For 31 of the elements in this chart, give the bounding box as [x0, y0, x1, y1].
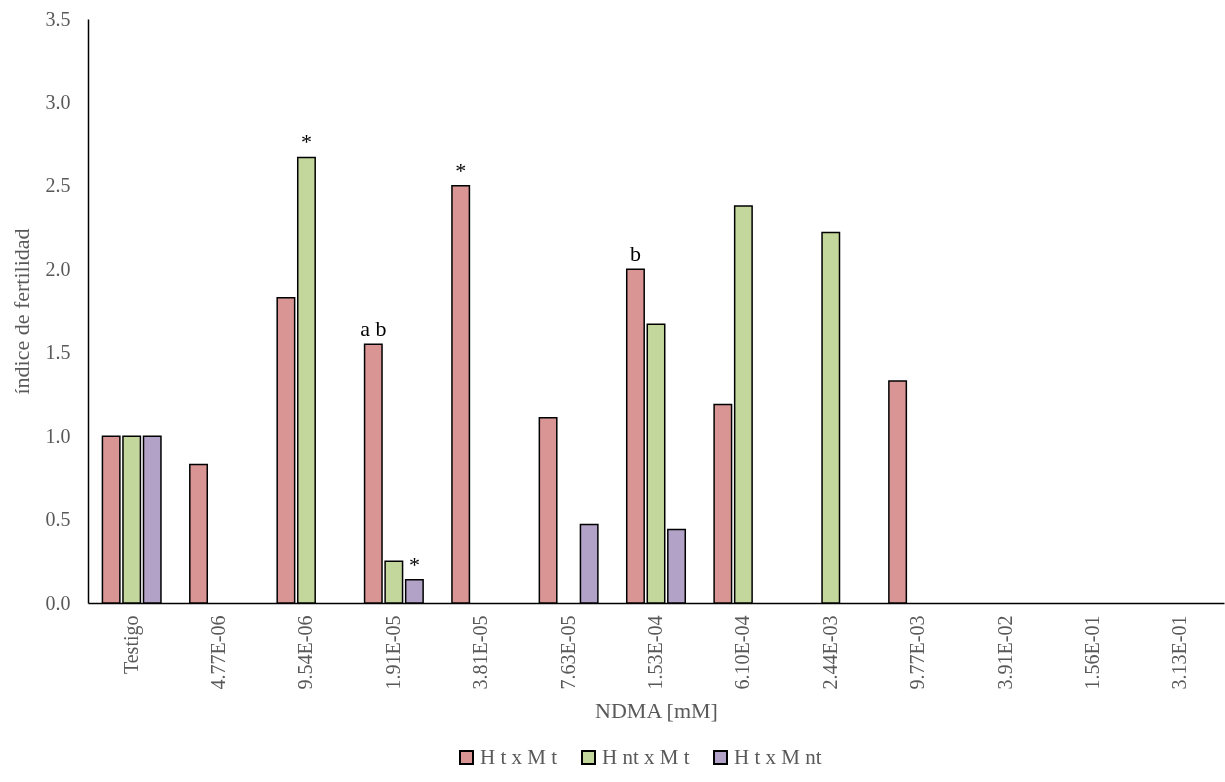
legend-label: H nt x M t — [602, 744, 690, 769]
x-tick-label: 3.13E-01 — [1168, 615, 1191, 690]
x-tick-label: 9.54E-06 — [294, 615, 317, 690]
x-tick-label: 7.63E-05 — [556, 615, 579, 690]
legend-label: H t x M t — [480, 744, 558, 769]
x-tick-label: 3.81E-05 — [469, 615, 492, 690]
x-tick-label: 2.44E-03 — [818, 615, 841, 690]
y-tick-label: 3.5 — [45, 7, 71, 30]
y-axis-title: índice de fertilidad — [8, 228, 34, 395]
x-tick-label: 1.53E-04 — [644, 615, 666, 690]
data-label: a b — [360, 316, 387, 342]
y-tick-label: 3.0 — [45, 90, 71, 113]
x-tick-label: 6.10E-04 — [731, 615, 754, 690]
x-axis-title: NDMA [mM] — [595, 698, 718, 724]
data-label: * — [300, 129, 312, 155]
x-tick-label: 1.91E-05 — [381, 615, 404, 690]
x-tick-label: 4.77E-06 — [207, 615, 230, 690]
y-tick-label: 0.5 — [45, 508, 71, 531]
y-tick-label: 2.5 — [45, 174, 71, 197]
data-label: b — [629, 241, 641, 267]
x-tick-label: Testigo — [119, 615, 143, 675]
y-tick-label: 1.0 — [45, 424, 71, 447]
x-tick-label: 1.56E-01 — [1080, 615, 1103, 690]
x-tick-label: 9.77E-03 — [906, 615, 929, 690]
y-tick-label: 0.0 — [45, 591, 71, 614]
data-label: * — [408, 551, 420, 577]
x-tick-label: 3.91E-02 — [993, 615, 1016, 690]
y-tick-label: 2.0 — [45, 257, 71, 280]
data-label: * — [455, 157, 467, 183]
y-tick-label: 1.5 — [45, 341, 71, 364]
legend-label: H t x M nt — [734, 744, 822, 769]
